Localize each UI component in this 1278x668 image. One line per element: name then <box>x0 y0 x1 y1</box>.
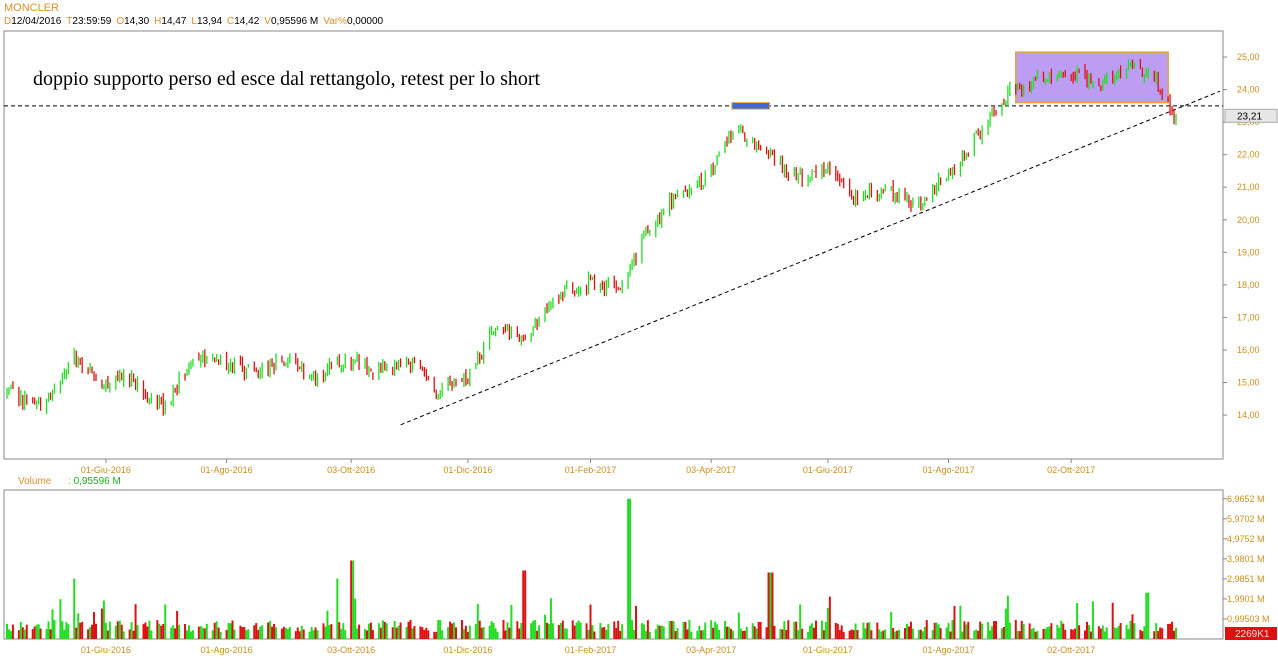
date-tick-label: 03-Ott-2016 <box>327 465 375 475</box>
date-tick-label: 03-Apr-2017 <box>686 465 736 475</box>
volume-sep: : <box>68 476 71 487</box>
ohlc-info-line: D12/04/2016 T23:59:59 O14,30 H14,47 L13,94 C1… <box>4 16 388 27</box>
volume-date-tick-label: 01-Giu-2016 <box>81 645 131 655</box>
price-tick-label: 24,00 <box>1237 85 1260 95</box>
price-tick-label: 19,00 <box>1237 247 1260 257</box>
volume-date-tick-label: 01-Giu-2017 <box>803 645 853 655</box>
volume-tick-label: 0,99503 M <box>1227 614 1270 624</box>
volume-date-tick-label: 01-Feb-2017 <box>565 645 617 655</box>
volume-date-tick-label: 03-Ott-2016 <box>327 645 375 655</box>
date-tick-label: 02-Ott-2017 <box>1047 465 1095 475</box>
volume-date-tick-label: 01-Ago-2016 <box>201 645 253 655</box>
volume-tick-label: 4,9752 M <box>1227 534 1265 544</box>
info-key: H <box>154 16 162 27</box>
price-tick-label: 18,00 <box>1237 280 1260 290</box>
info-value: 14,42 <box>234 16 260 27</box>
info-field-7: Var%0,00000 <box>323 16 383 27</box>
info-value: 13,94 <box>196 16 223 27</box>
date-tick-label: 01-Ago-2016 <box>201 465 253 475</box>
volume-tick-label: 3,9801 M <box>1227 554 1265 564</box>
volume-tick-label: 1,9901 M <box>1227 594 1265 604</box>
price-tick-label: 15,00 <box>1237 378 1260 388</box>
info-key: Var% <box>323 16 347 27</box>
date-tick-label: 01-Feb-2017 <box>565 465 617 475</box>
info-key: C <box>227 16 235 27</box>
price-tick-label: 16,00 <box>1237 345 1260 355</box>
volume-date-tick-label: 03-Apr-2017 <box>686 645 736 655</box>
volume-bars <box>6 498 1177 639</box>
date-tick-label: 01-Ago-2017 <box>923 465 975 475</box>
info-key: L <box>191 16 197 27</box>
volume-tick-label: 5,9702 M <box>1227 514 1265 524</box>
info-key: T <box>66 16 73 27</box>
price-tick-label: 21,00 <box>1237 182 1260 192</box>
price-tick-label: 14,00 <box>1237 410 1260 420</box>
annotation-text: doppio supporto perso ed esce dal rettan… <box>33 68 541 90</box>
info-key: O <box>116 16 125 27</box>
date-tick-label: 01-Dic-2016 <box>443 465 492 475</box>
range-rectangle <box>1015 51 1169 104</box>
info-field-4: L13,94 <box>191 16 222 27</box>
info-value: 0,00000 <box>346 16 384 27</box>
volume-tick-label: 2,9851 M <box>1227 574 1265 584</box>
info-field-5: C14,42 <box>227 16 259 27</box>
info-key: D <box>4 16 12 27</box>
date-tick-label: 01-Giu-2017 <box>803 465 853 475</box>
info-field-2: O14,30 <box>116 16 149 27</box>
last-price-label: 23,21 <box>1237 111 1262 122</box>
trend-line <box>400 90 1221 426</box>
date-tick-label: 01-Giu-2016 <box>81 465 131 475</box>
price-tick-label: 25,00 <box>1237 52 1260 62</box>
info-value: 14,47 <box>161 16 187 27</box>
volume-date-tick-label: 01-Dic-2016 <box>443 645 492 655</box>
info-value: 14,30 <box>124 16 150 27</box>
chart-title: MONCLER <box>4 2 60 14</box>
info-value: 0,95596 M <box>270 16 319 27</box>
last-volume-badge <box>1225 627 1277 640</box>
volume-label: Volume <box>18 476 52 487</box>
candles <box>6 58 1177 416</box>
resistance-marker <box>731 102 771 110</box>
volume-panel <box>3 489 1224 640</box>
axes: 14,00 15,00 16,00 17,00 18,00 19,00 20,00 21,00… <box>81 52 1278 655</box>
info-field-3: H14,47 <box>154 16 186 27</box>
info-field-0: D12/04/2016 <box>4 16 61 27</box>
volume-date-tick-label: 01-Ago-2017 <box>923 645 975 655</box>
price-tick-label: 20,00 <box>1237 215 1260 225</box>
price-tick-label: 17,00 <box>1237 312 1260 322</box>
last-price-badge <box>1224 108 1278 123</box>
info-value: 23:59:59 <box>72 16 112 27</box>
volume-date-tick-label: 02-Ott-2017 <box>1047 645 1095 655</box>
last-volume-label: 2269K1 <box>1235 629 1270 640</box>
volume-value: 0,95596 M <box>73 476 121 487</box>
info-field-1: T23:59:59 <box>66 16 111 27</box>
annotations <box>4 51 1223 426</box>
info-field-6: V0,95596 M <box>264 16 318 27</box>
info-value: 12/04/2016 <box>11 16 62 27</box>
info-key: V <box>264 16 271 27</box>
price-tick-label: 22,00 <box>1237 150 1260 160</box>
volume-header: Volume : 0,95596 M <box>18 476 121 487</box>
volume-tick-label: 6,9652 M <box>1227 494 1265 504</box>
